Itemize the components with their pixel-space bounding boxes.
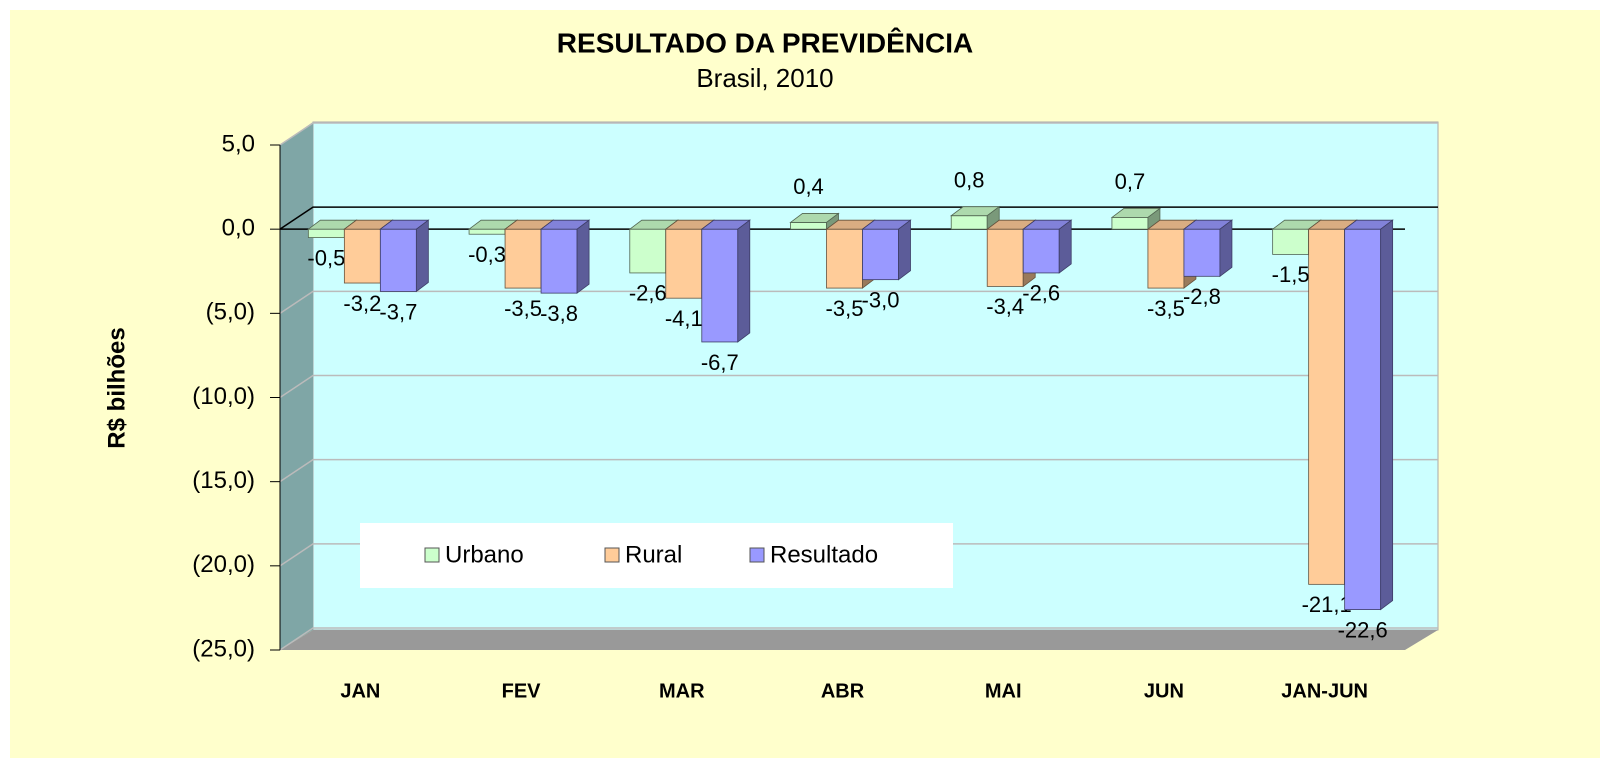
data-label: -4,1 — [665, 306, 703, 331]
bar — [1344, 228, 1382, 610]
bar — [343, 228, 381, 284]
bar — [1111, 216, 1149, 230]
y-tick-label: 5,0 — [222, 130, 255, 157]
bar-side — [1219, 219, 1233, 278]
legend-swatch — [749, 547, 765, 563]
bar — [862, 228, 899, 281]
bar — [950, 215, 988, 230]
bar — [1272, 228, 1310, 255]
data-label: 0,7 — [1115, 169, 1146, 194]
data-label: -3,5 — [826, 296, 864, 321]
data-label: -1,5 — [1272, 262, 1310, 287]
bar — [986, 228, 1024, 287]
y-tick-label: (5,0) — [206, 299, 255, 326]
grid-line — [279, 206, 1438, 230]
y-tick-label: (20,0) — [192, 551, 255, 578]
y-tick-label: 0,0 — [222, 215, 255, 242]
data-label: -2,6 — [1022, 281, 1060, 306]
data-label: -3,2 — [343, 291, 381, 316]
data-label: -22,6 — [1338, 617, 1388, 642]
bar — [629, 228, 667, 274]
bar — [665, 228, 703, 299]
chart-subtitle: Brasil, 2010 — [696, 63, 833, 93]
bar — [790, 222, 827, 230]
bar-side — [415, 219, 429, 293]
bar — [307, 228, 345, 238]
bar-side — [576, 219, 590, 294]
data-label: -6,7 — [701, 350, 739, 375]
data-label: -0,3 — [468, 242, 506, 267]
data-label: -0,5 — [307, 245, 345, 270]
data-label: -21,1 — [1302, 592, 1352, 617]
data-label: -3,7 — [379, 299, 417, 324]
bar — [1147, 228, 1185, 289]
legend-label: Urbano — [445, 541, 524, 568]
bar — [468, 228, 506, 235]
y-tick-label: (15,0) — [192, 467, 255, 494]
grid-line — [279, 374, 1438, 399]
y-tick-label: (10,0) — [192, 383, 255, 410]
y-tick-label: (25,0) — [192, 635, 255, 662]
legend-label: Rural — [625, 541, 682, 568]
bar-side — [898, 219, 911, 281]
legend-swatch — [424, 547, 440, 563]
x-tick-label: MAR — [659, 680, 705, 702]
x-tick-label: JUN — [1144, 680, 1184, 702]
chart-title: RESULTADO DA PREVIDÊNCIA — [557, 27, 973, 58]
data-label: -3,4 — [986, 294, 1024, 319]
x-tick-label: JAN-JUN — [1281, 680, 1368, 702]
bar — [701, 228, 739, 343]
data-label: 0,4 — [793, 174, 824, 199]
legend-label: Resultado — [770, 541, 878, 568]
grid: 5,0 0,0 (5,0) (10,0) (15,0) (20,0) (25,0) — [192, 122, 1438, 662]
x-tick-label: FEV — [502, 680, 542, 702]
data-label: -3,8 — [540, 301, 578, 326]
bar-side — [1058, 219, 1072, 274]
x-tick-label: JAN — [340, 680, 380, 702]
legend-swatch — [604, 547, 620, 563]
bar — [1183, 228, 1221, 277]
bar-side — [737, 219, 751, 343]
data-label: 0,8 — [954, 168, 985, 193]
data-label: -3,5 — [1147, 296, 1185, 321]
legend-box — [360, 523, 953, 588]
bar — [379, 228, 417, 292]
data-label: -3,5 — [504, 296, 542, 321]
grid-line — [279, 290, 1438, 314]
grid-line — [279, 627, 1438, 651]
x-tick-label: MAI — [985, 680, 1022, 702]
bar — [1308, 228, 1346, 585]
grid-line — [279, 122, 1438, 146]
data-label: -2,6 — [629, 281, 667, 306]
bar — [1022, 228, 1060, 274]
bar — [504, 228, 542, 289]
bar — [540, 228, 578, 294]
grid-line — [279, 543, 1438, 567]
bar — [826, 228, 863, 289]
legend: Urbano Rural Resultado — [360, 523, 953, 588]
bar-side — [1380, 219, 1394, 611]
floor — [280, 630, 1438, 650]
grid-line — [279, 458, 1438, 483]
bars: JAN-0,5-3,2-3,7FEV-0,3-3,5-3,8MAR-2,6-4,… — [307, 168, 1394, 702]
y-axis-label: R$ bilhões — [103, 327, 130, 448]
data-label: -2,8 — [1183, 284, 1221, 309]
x-tick-label: ABR — [821, 680, 865, 702]
data-label: -3,0 — [862, 287, 900, 312]
